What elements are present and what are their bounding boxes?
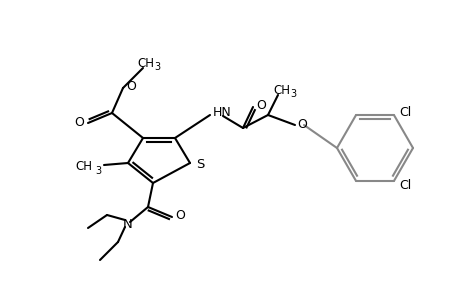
- Text: 3: 3: [289, 89, 296, 99]
- Text: O: O: [256, 98, 265, 112]
- Text: O: O: [126, 80, 136, 92]
- Text: CH: CH: [75, 160, 92, 173]
- Text: N: N: [123, 218, 133, 232]
- Text: CH: CH: [137, 56, 154, 70]
- Text: CH: CH: [273, 83, 290, 97]
- Text: 3: 3: [154, 62, 160, 72]
- Text: 3: 3: [95, 166, 101, 176]
- Text: S: S: [196, 158, 204, 172]
- Text: HN: HN: [213, 106, 231, 119]
- Text: Cl: Cl: [398, 106, 410, 118]
- Text: O: O: [297, 118, 306, 130]
- Text: Cl: Cl: [398, 179, 410, 192]
- Text: O: O: [74, 116, 84, 130]
- Text: O: O: [175, 209, 185, 223]
